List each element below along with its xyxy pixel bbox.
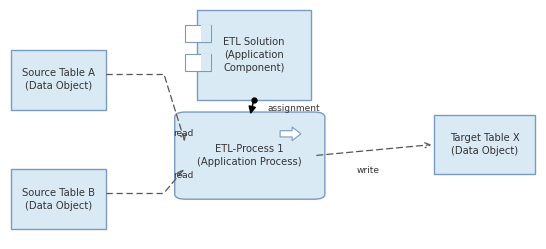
Text: assignment: assignment bbox=[268, 104, 320, 113]
FancyBboxPatch shape bbox=[434, 115, 535, 174]
Text: ETL-Process 1
(Application Process): ETL-Process 1 (Application Process) bbox=[198, 144, 302, 167]
Text: read: read bbox=[173, 129, 193, 138]
Text: Source Table A
(Data Object): Source Table A (Data Object) bbox=[22, 68, 95, 91]
Text: write: write bbox=[357, 166, 380, 175]
Text: read: read bbox=[173, 171, 193, 180]
Polygon shape bbox=[280, 127, 301, 141]
Text: Target Table X
(Data Object): Target Table X (Data Object) bbox=[450, 133, 519, 156]
FancyBboxPatch shape bbox=[175, 112, 325, 199]
Text: Source Table B
(Data Object): Source Table B (Data Object) bbox=[22, 187, 95, 211]
FancyBboxPatch shape bbox=[185, 54, 211, 71]
FancyBboxPatch shape bbox=[201, 54, 211, 71]
Text: ETL Solution
(Application
Component): ETL Solution (Application Component) bbox=[223, 37, 284, 73]
FancyBboxPatch shape bbox=[11, 50, 106, 110]
FancyBboxPatch shape bbox=[11, 169, 106, 229]
FancyBboxPatch shape bbox=[197, 10, 311, 100]
FancyBboxPatch shape bbox=[201, 25, 211, 42]
FancyBboxPatch shape bbox=[185, 25, 211, 42]
